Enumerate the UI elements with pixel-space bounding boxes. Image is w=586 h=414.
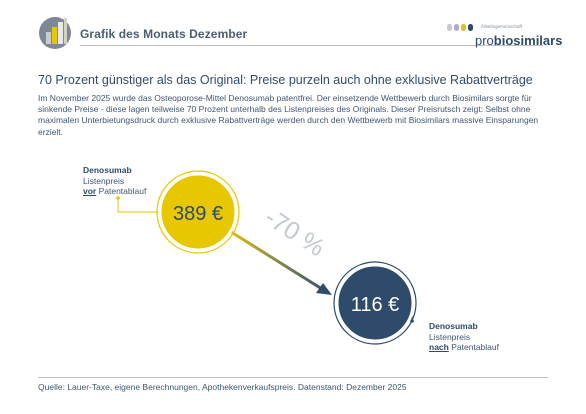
brand-dots-icon <box>447 24 473 31</box>
after-label: Denosumab Listenpreis nach Patentablauf <box>429 321 499 353</box>
chart-logo-icon <box>39 17 71 49</box>
brand-tagline: Arbeitsgemeinschaft <box>481 24 523 29</box>
header: Grafik des Monats Dezember Arbeitsgemein… <box>0 0 586 64</box>
after-price-type: Listenpreis <box>429 331 471 342</box>
footer-divider <box>38 377 548 378</box>
before-leader-dot <box>116 196 120 200</box>
after-price: 116 € <box>351 294 400 316</box>
before-label: Denosumab Listenpreis vor Patentablauf <box>83 165 146 197</box>
before-price: 389 € <box>173 203 223 225</box>
before-price-type: Listenpreis <box>83 175 125 186</box>
before-timing: vor Patentablauf <box>83 186 147 196</box>
after-price-circle <box>335 263 415 343</box>
intro-text: Im November 2025 wurde das Osteoporose-M… <box>38 93 539 137</box>
before-price-circle <box>158 172 238 252</box>
header-divider <box>80 45 543 46</box>
source-footnote: Quelle: Lauer-Taxe, eigene Berechnungen,… <box>38 382 407 392</box>
brand-name: probiosimilars <box>475 33 563 48</box>
headline: 70 Prozent günstiger als das Original: P… <box>38 73 533 87</box>
before-drug-name: Denosumab <box>83 165 132 175</box>
after-timing: nach Patentablauf <box>429 342 499 352</box>
before-leader-line <box>117 198 162 213</box>
change-label: -70 % <box>260 203 330 262</box>
trend-arrow-head <box>316 283 332 295</box>
trend-arrow-line <box>227 228 323 291</box>
header-title: Grafik des Monats Dezember <box>80 27 248 41</box>
brand-logo: Arbeitsgemeinschaft probiosimilars <box>447 20 562 56</box>
after-drug-name: Denosumab <box>429 321 478 331</box>
